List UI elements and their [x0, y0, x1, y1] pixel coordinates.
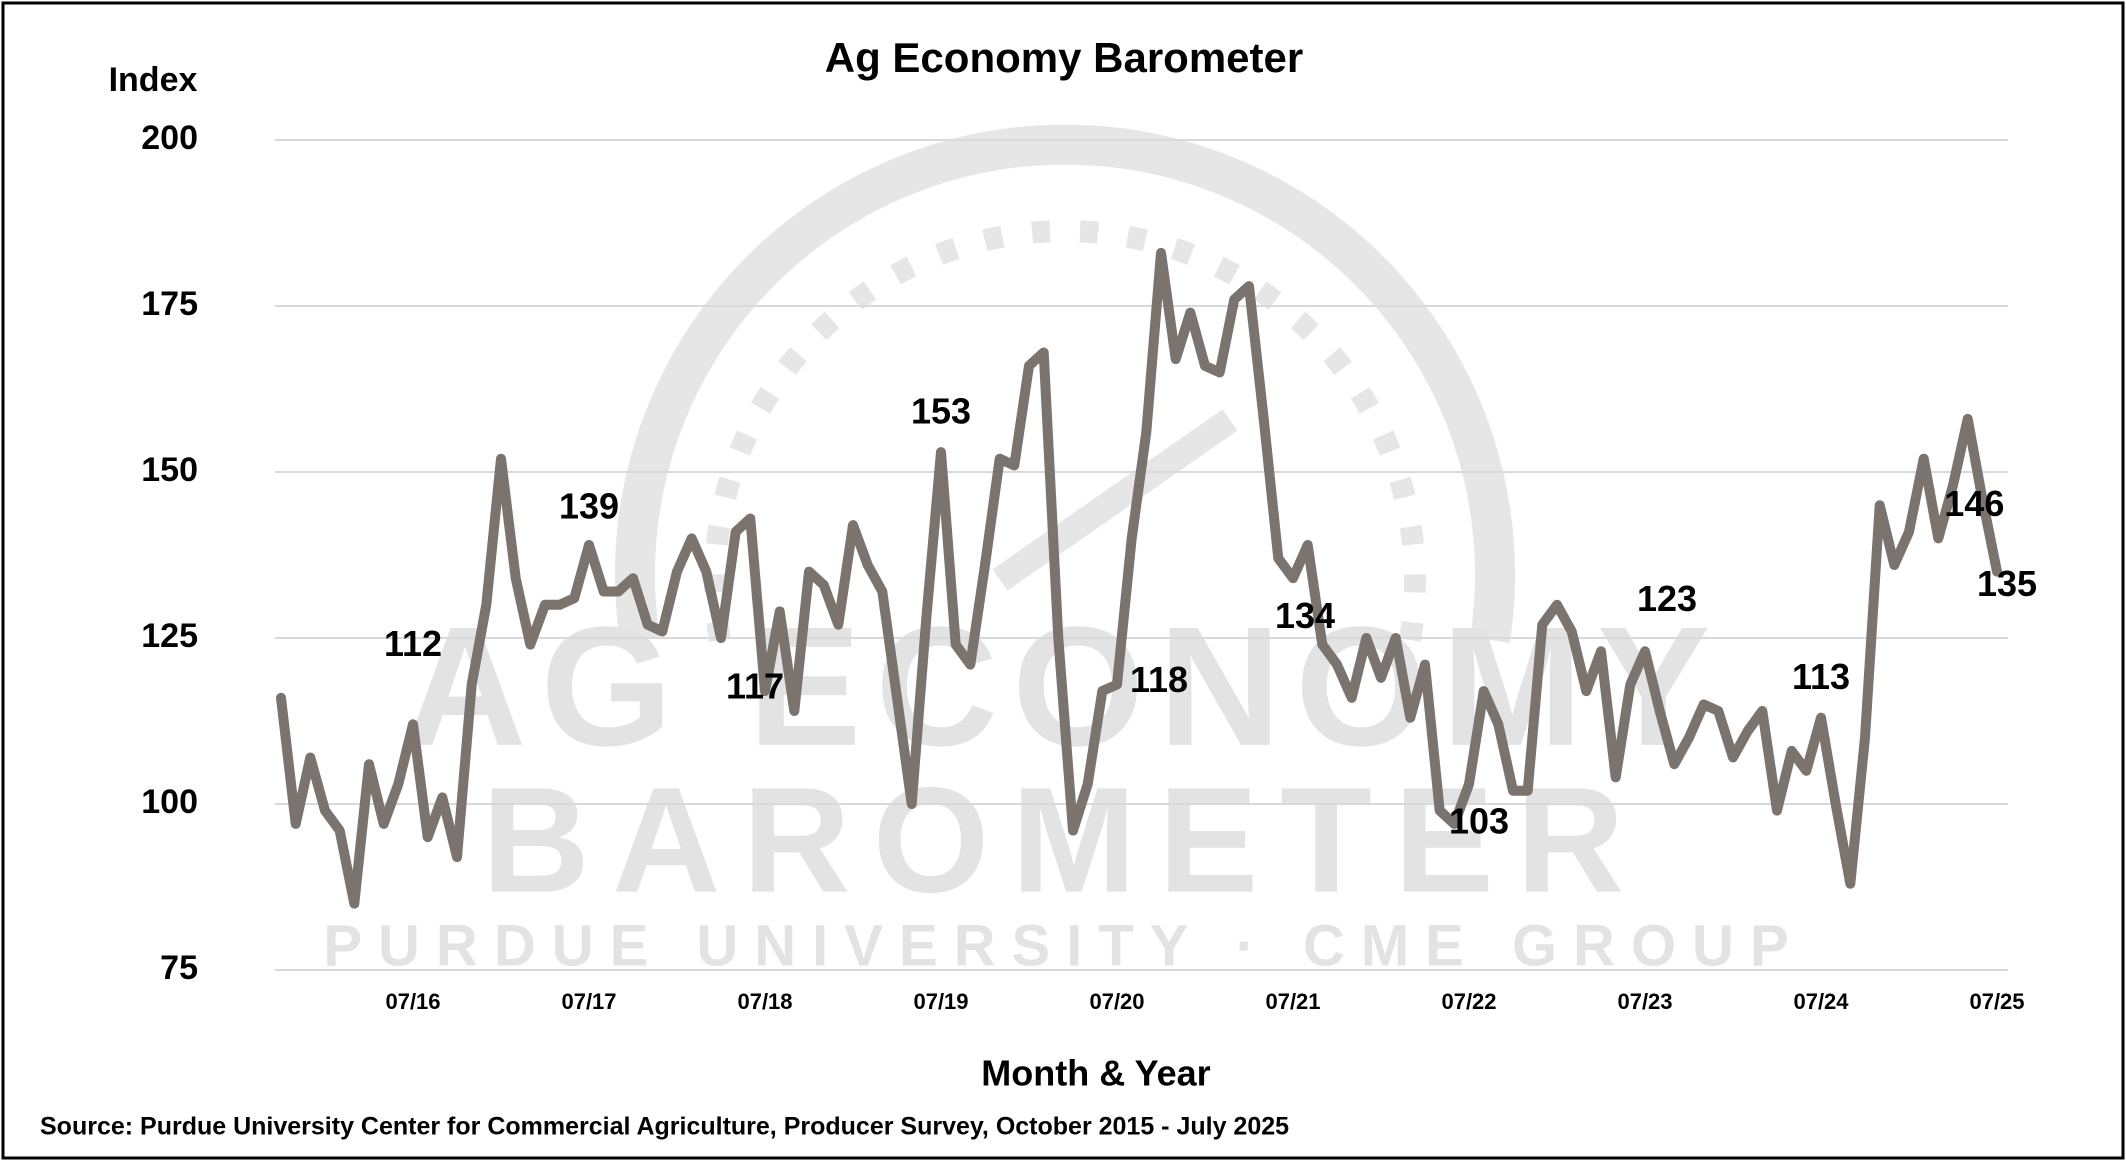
x-tick-label: 07/25 — [1969, 989, 2024, 1014]
x-tick-label: 07/24 — [1793, 989, 1849, 1014]
y-axis-label: Index — [109, 61, 198, 99]
data-label: 153 — [911, 391, 971, 432]
x-tick-label: 07/18 — [737, 989, 792, 1014]
x-tick-label: 07/16 — [385, 989, 440, 1014]
series-line — [276, 247, 2002, 909]
data-label: 103 — [1449, 801, 1509, 842]
y-tick-label: 200 — [141, 119, 198, 157]
data-label: 118 — [1130, 659, 1188, 700]
watermark-line: PURDUE UNIVERSITY · CME GROUP — [323, 913, 1804, 978]
chart-title: Ag Economy Barometer — [825, 34, 1303, 81]
gauge-arc — [615, 124, 1515, 644]
x-tick-label: 07/20 — [1089, 989, 1144, 1014]
grid — [275, 139, 2008, 971]
watermark: AG ECONOMY BAROMETER PURDUE UNIVERSITY ·… — [323, 124, 1804, 978]
y-tick-label: 150 — [141, 451, 198, 489]
gauge-ticks — [704, 220, 1426, 642]
data-label: 112 — [384, 623, 442, 664]
x-tick-label: 07/23 — [1617, 989, 1672, 1014]
y-tick-label: 100 — [141, 783, 198, 821]
data-label: 135 — [1977, 563, 2037, 604]
y-tick-label: 75 — [160, 949, 198, 987]
data-label: 117 — [726, 666, 784, 707]
data-label: 123 — [1637, 578, 1697, 619]
data-label: 134 — [1275, 595, 1335, 636]
data-label: 139 — [559, 486, 619, 527]
data-label: 113 — [1792, 656, 1850, 697]
x-tick-label: 07/21 — [1265, 989, 1320, 1014]
x-tick-label: 07/22 — [1441, 989, 1496, 1014]
x-axis-label: Month & Year — [981, 1053, 1210, 1094]
data-label: 146 — [1944, 483, 2004, 524]
x-tick-label: 07/17 — [561, 989, 616, 1014]
x-tick-label: 07/19 — [913, 989, 968, 1014]
y-tick-label: 125 — [141, 617, 198, 655]
y-tick-label: 175 — [141, 285, 198, 323]
source: Source: Purdue University Center for Com… — [40, 1113, 1289, 1141]
gauge-needle — [992, 409, 1238, 591]
